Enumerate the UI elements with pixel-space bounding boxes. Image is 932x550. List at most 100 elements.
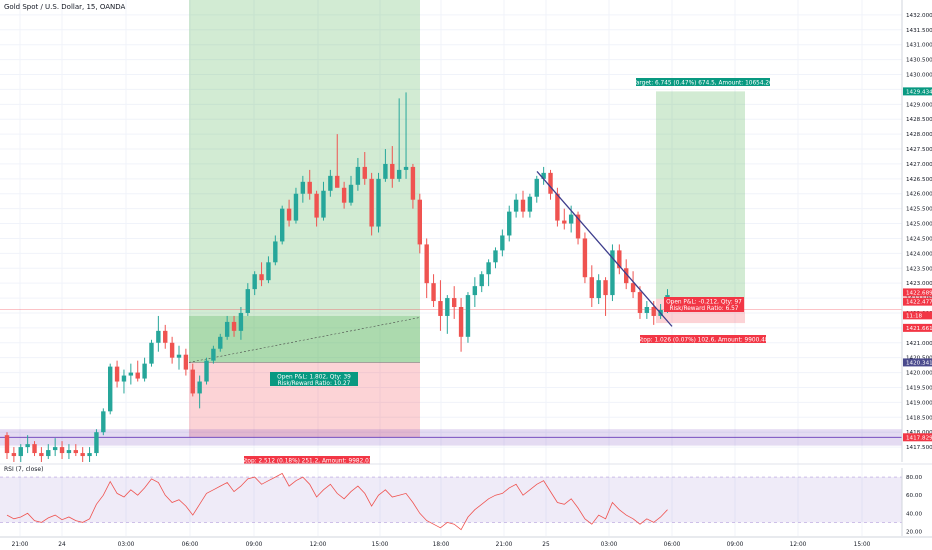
candle — [452, 298, 457, 308]
price-tick-label: 1430.500 — [906, 58, 932, 64]
position-1-pnl-label-text: Open P&L: 1.802, Qty: 39 — [277, 375, 351, 381]
candle — [403, 166, 409, 170]
time-tick-label: 18:00 — [433, 542, 450, 548]
price-tick-label: 1426.500 — [906, 177, 932, 183]
candle — [4, 435, 10, 454]
entry1-price-tag-box — [903, 358, 932, 367]
candle — [259, 274, 264, 281]
target-price-tag-box — [903, 87, 932, 96]
price-tick-label: 1429.000 — [906, 102, 932, 108]
entry1-price-tag: 1420.341 — [906, 360, 932, 366]
candle — [396, 169, 402, 179]
candle — [273, 241, 278, 263]
price-tick-label: 1424.000 — [906, 251, 932, 257]
price-tick-label: 1421.000 — [906, 341, 932, 347]
candle — [582, 238, 588, 278]
position-1-pnl-label-text: Risk/Reward Ratio: 10.27 — [278, 381, 351, 387]
candle — [644, 307, 650, 313]
candle — [245, 289, 250, 313]
candle — [362, 166, 367, 179]
candle — [59, 447, 65, 454]
candle — [286, 208, 292, 221]
candle — [438, 301, 443, 316]
rsi-tick-label: 40.00 — [906, 511, 922, 517]
trend-line — [536, 170, 673, 327]
price-tick-label: 1419.500 — [906, 385, 932, 391]
stop-price-tag-box — [903, 323, 932, 332]
candle — [293, 193, 299, 221]
candle — [11, 453, 17, 457]
price-tick-label: 1425.500 — [906, 207, 932, 213]
position-1-open-profit — [189, 315, 420, 363]
candle — [431, 283, 436, 302]
time-tick-label: 12:00 — [310, 542, 327, 548]
candle — [169, 342, 175, 358]
candle — [624, 268, 629, 284]
candle — [211, 348, 216, 361]
time-tick-label: 03:00 — [601, 542, 618, 548]
countdown-tag: 11:18 — [906, 313, 923, 319]
candle — [176, 354, 182, 358]
position-2-stop-label-text: Stop: 1.026 (0.07%) 102.6, Amount: 9900.… — [637, 338, 768, 344]
position-1-pnl-label-box — [270, 372, 358, 386]
candle — [142, 363, 147, 379]
entry-price-tag-box — [903, 297, 932, 306]
rsi-title: RSI (7, close) — [4, 466, 44, 473]
rsi-line — [6, 472, 668, 531]
candle — [589, 277, 594, 299]
candle — [417, 199, 422, 245]
candle — [314, 193, 319, 218]
candle — [32, 444, 37, 454]
candle — [231, 321, 237, 331]
stop-price-tag: 1421.661 — [906, 326, 932, 332]
candle — [94, 432, 99, 454]
price-tick-label: 1432.000 — [906, 13, 932, 19]
stop1-price-tag-box — [903, 433, 932, 442]
price-tick-label: 1427.500 — [906, 147, 932, 153]
candle — [630, 283, 636, 293]
candle — [465, 295, 471, 337]
position-2-stop-label-box — [640, 335, 766, 343]
candle — [197, 381, 202, 394]
candle — [424, 244, 429, 284]
candle — [204, 360, 209, 382]
candle — [280, 208, 285, 242]
candle — [610, 250, 615, 296]
price-tick-label: 1428.500 — [906, 117, 932, 123]
position-1-progress-line — [188, 317, 421, 363]
time-tick-label: 06:00 — [664, 542, 681, 548]
candle — [149, 342, 154, 364]
price-tick-label: 1426.000 — [906, 192, 932, 198]
candle — [603, 280, 608, 296]
position-1-stop-label-box — [244, 456, 370, 464]
candle — [493, 250, 498, 263]
price-tick-label: 1423.500 — [906, 266, 932, 272]
rsi-tick-label: 60.00 — [906, 493, 922, 499]
candle — [25, 444, 30, 448]
entry-price-tag: 1422.477 — [906, 300, 932, 306]
candle — [39, 453, 44, 457]
position-2-pnl-label-text: Risk/Reward Ratio: 6.57 — [670, 306, 739, 312]
candle — [575, 214, 581, 239]
rsi-tick-label: 20.00 — [906, 529, 922, 535]
candle — [568, 214, 574, 224]
candle — [376, 178, 381, 227]
candle — [18, 447, 23, 457]
time-tick-label: 09:00 — [727, 542, 744, 548]
candle — [101, 411, 106, 433]
candle — [108, 366, 113, 412]
candle — [369, 178, 374, 227]
candle — [300, 181, 306, 194]
rsi-band — [0, 477, 902, 523]
time-tick-label: 15:00 — [372, 542, 389, 548]
candle — [445, 298, 450, 316]
chart-title: Gold Spot / U.S. Dollar, 15, OANDA — [4, 3, 126, 11]
time-tick-label: 21:00 — [12, 542, 29, 548]
time-tick-label: 06:00 — [182, 542, 199, 548]
stop1-price-tag: 1417.829 — [906, 435, 932, 441]
candle — [335, 175, 340, 188]
time-tick-label: 21:00 — [496, 542, 513, 548]
candle — [238, 312, 244, 331]
